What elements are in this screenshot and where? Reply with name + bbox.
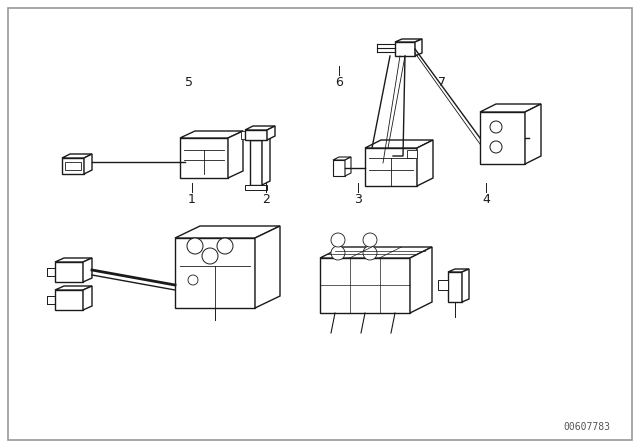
Polygon shape — [250, 136, 270, 140]
Polygon shape — [480, 104, 541, 112]
Circle shape — [331, 246, 345, 260]
Polygon shape — [55, 290, 83, 310]
Circle shape — [331, 233, 345, 247]
Polygon shape — [333, 157, 351, 160]
Circle shape — [363, 246, 377, 260]
Polygon shape — [407, 150, 417, 158]
Polygon shape — [180, 131, 243, 138]
Text: 1: 1 — [188, 193, 196, 206]
Polygon shape — [333, 160, 345, 176]
Text: 2: 2 — [262, 193, 269, 206]
Circle shape — [202, 248, 218, 264]
Text: 00607783: 00607783 — [563, 422, 610, 432]
Circle shape — [187, 238, 203, 254]
Polygon shape — [417, 140, 433, 186]
Polygon shape — [83, 286, 92, 310]
Circle shape — [188, 275, 198, 285]
Polygon shape — [175, 226, 280, 238]
Text: 5: 5 — [185, 76, 193, 89]
Circle shape — [490, 121, 502, 133]
Polygon shape — [55, 258, 92, 262]
Polygon shape — [525, 104, 541, 164]
Polygon shape — [55, 262, 83, 282]
Polygon shape — [262, 136, 270, 185]
Polygon shape — [365, 140, 433, 148]
Polygon shape — [55, 286, 92, 290]
Polygon shape — [65, 162, 81, 170]
Polygon shape — [438, 280, 448, 290]
Polygon shape — [395, 39, 422, 42]
Text: 6: 6 — [335, 76, 343, 89]
Polygon shape — [255, 226, 280, 308]
Text: 3: 3 — [355, 193, 362, 206]
Polygon shape — [415, 39, 422, 56]
Polygon shape — [345, 157, 351, 176]
Text: 7: 7 — [438, 76, 445, 89]
Polygon shape — [448, 272, 462, 302]
Polygon shape — [245, 126, 275, 130]
Circle shape — [217, 238, 233, 254]
Polygon shape — [462, 269, 469, 302]
Polygon shape — [175, 238, 255, 308]
Polygon shape — [320, 258, 410, 313]
Polygon shape — [228, 131, 243, 178]
Polygon shape — [320, 247, 432, 258]
Polygon shape — [83, 258, 92, 282]
Polygon shape — [395, 42, 415, 56]
Polygon shape — [241, 131, 251, 139]
Polygon shape — [84, 154, 92, 174]
Polygon shape — [245, 130, 267, 140]
Polygon shape — [365, 148, 417, 186]
Polygon shape — [62, 158, 84, 174]
Polygon shape — [245, 185, 267, 190]
Circle shape — [363, 233, 377, 247]
Polygon shape — [250, 140, 262, 185]
Polygon shape — [448, 269, 469, 272]
Polygon shape — [410, 247, 432, 313]
Text: 4: 4 — [483, 193, 490, 206]
Circle shape — [490, 141, 502, 153]
Polygon shape — [480, 112, 525, 164]
Polygon shape — [180, 138, 228, 178]
Polygon shape — [267, 126, 275, 140]
Polygon shape — [62, 154, 92, 158]
